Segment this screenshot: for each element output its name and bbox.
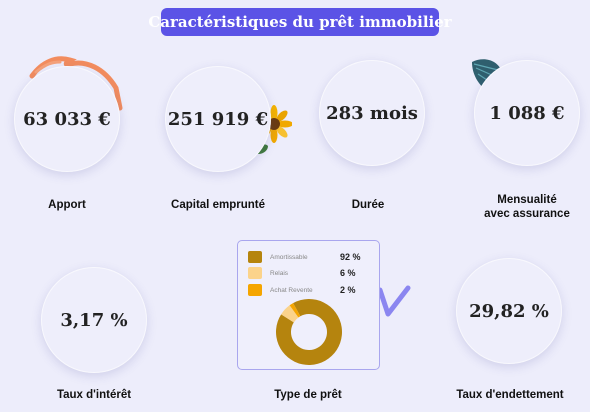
donut-slice-relais <box>281 305 299 323</box>
apport-value: 63 033 € <box>23 108 111 130</box>
page-title: Caractéristiques du prêt immobilier <box>148 8 452 36</box>
donut-slice-amortissable <box>276 299 342 365</box>
legend-pct: 92 % <box>340 252 361 262</box>
capital-value: 251 919 € <box>167 108 269 130</box>
legend-name: Amortissable <box>270 253 308 261</box>
taux-endettement-value-circle: 29,82 % <box>456 258 562 364</box>
duree-value-circle: 283 mois <box>319 60 425 166</box>
legend-swatch-relais <box>248 267 262 279</box>
orange-scribble-decoration <box>29 56 123 111</box>
purple-check-decoration <box>377 285 411 317</box>
apport-label: Apport <box>48 199 86 211</box>
type-pret-label: Type de prêt <box>274 389 342 401</box>
capital-label: Capital emprunté <box>171 199 265 211</box>
legend-swatch-achat-revente <box>248 284 262 296</box>
loan-type-donut-chart <box>276 299 342 365</box>
mensualite-label: Mensualité avec assurance <box>470 193 584 221</box>
mensualite-label-line2: avec assurance <box>484 208 570 220</box>
donut-slice-achat-revente <box>289 303 301 318</box>
taux-interet-label: Taux d'intérêt <box>56 389 132 401</box>
legend-row-amortissable: Amortissable 92 % <box>248 251 368 263</box>
mensualite-value: 1 088 € <box>489 102 565 124</box>
legend-name: Relais <box>270 269 289 277</box>
taux-endettement-label: Taux d'endettement <box>456 389 564 401</box>
mensualite-label-line1: Mensualité <box>497 194 557 206</box>
mensualite-value-circle: 1 088 € <box>474 60 580 166</box>
taux-interet-value-circle: 3,17 % <box>41 267 147 373</box>
legend-name: Achat Revente <box>270 286 313 294</box>
duree-label: Durée <box>351 199 385 211</box>
taux-interet-value: 3,17 % <box>60 309 128 331</box>
taux-endettement-value: 29,82 % <box>469 300 549 322</box>
legend-pct: 6 % <box>340 268 356 278</box>
legend-pct: 2 % <box>340 285 356 295</box>
duree-value: 283 mois <box>326 102 418 124</box>
loan-type-card: Amortissable 92 % Relais 6 % Achat Reven… <box>237 240 380 370</box>
legend-row-achat-revente: Achat Revente 2 % <box>248 284 368 296</box>
apport-value-circle: 63 033 € <box>14 66 120 172</box>
capital-value-circle: 251 919 € <box>165 66 271 172</box>
legend-swatch-amortissable <box>248 251 262 263</box>
legend-row-relais: Relais 6 % <box>248 267 368 279</box>
